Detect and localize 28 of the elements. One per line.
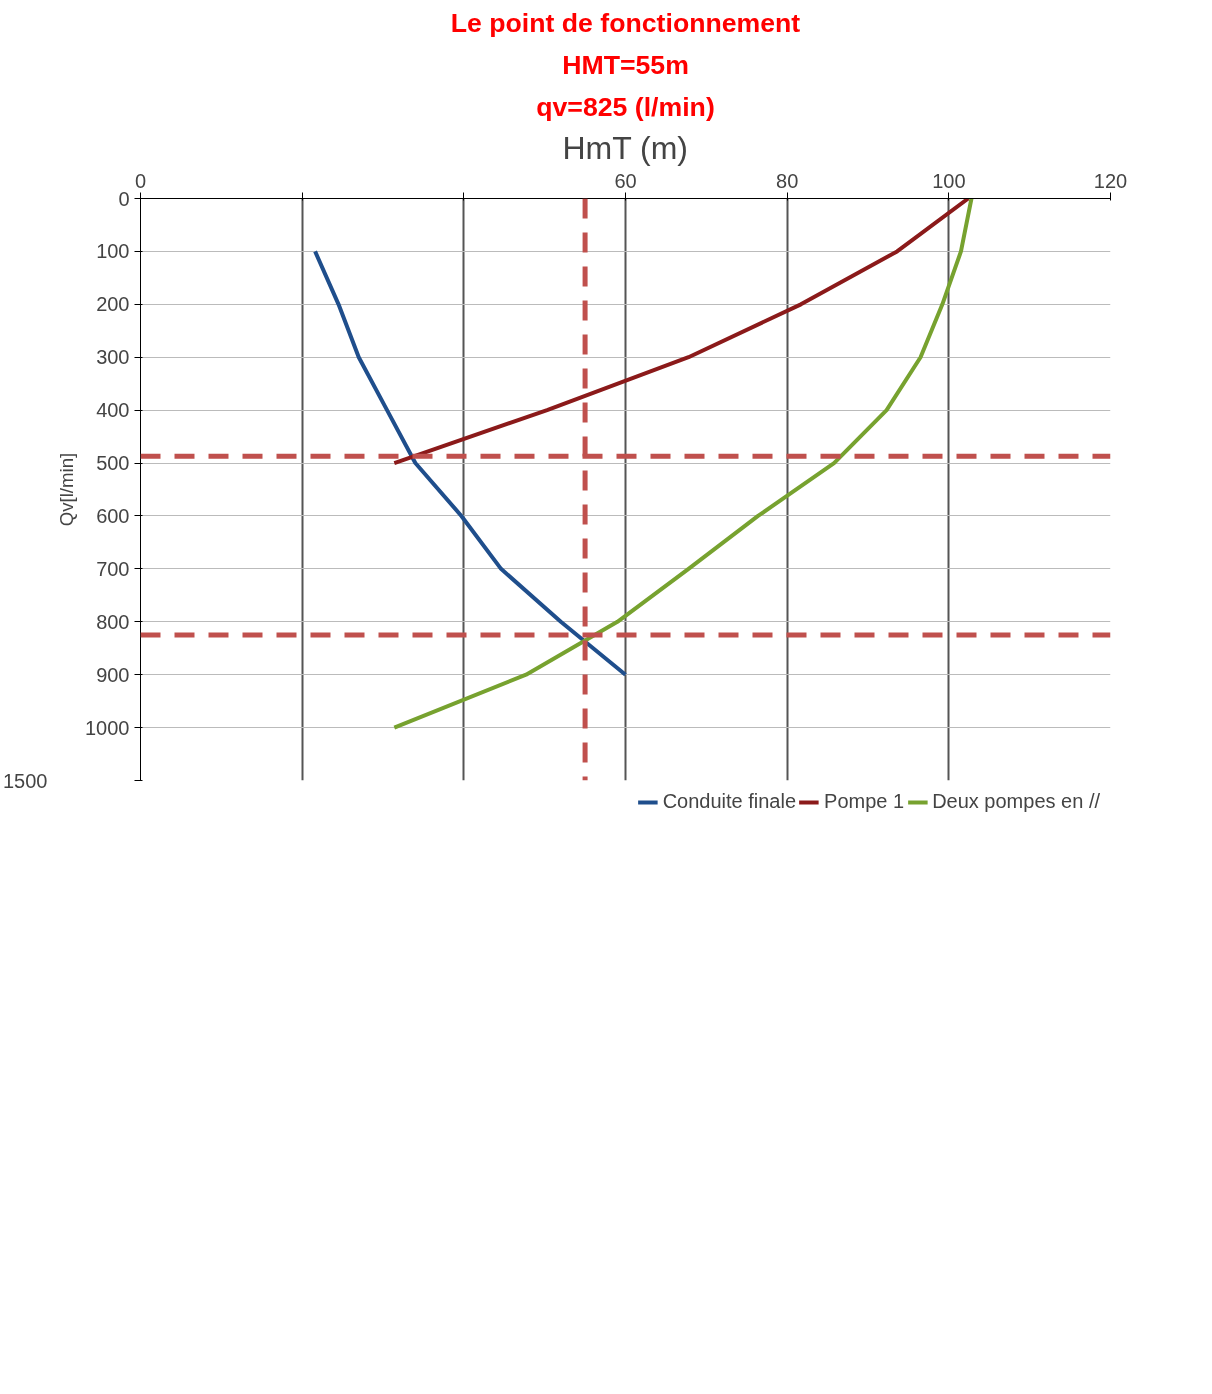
legend-label: Conduite finale — [662, 790, 797, 813]
y-tick-label: 700 — [96, 557, 130, 580]
y-tick-label: 500 — [96, 452, 130, 475]
x-tick-label: 60 — [614, 169, 637, 192]
text: qv=825 (l/min) — [536, 91, 715, 122]
y-axis-title: Qv[l/min] — [56, 452, 78, 527]
line-series — [313, 249, 628, 677]
y-tick-label: 600 — [96, 504, 130, 527]
text: HMT=55m — [562, 49, 689, 80]
x-tick-label: 80 — [776, 169, 799, 192]
y-tick-label: 1000 — [85, 716, 130, 739]
x-axis-title: HmT (m) — [562, 129, 689, 166]
y-tick-label: 400 — [96, 399, 130, 422]
x-tick-label: 120 — [1093, 169, 1128, 192]
text: 1500 — [3, 769, 48, 792]
line-series — [392, 198, 974, 730]
legend-label: Pompe 1 — [824, 790, 905, 813]
legend-label: Deux pompes en // — [932, 790, 1100, 813]
y-tick-label: 0 — [118, 187, 130, 210]
y-tick-label: 200 — [96, 293, 130, 316]
y-tick-label: 800 — [96, 610, 130, 633]
x-tick-label: 0 — [134, 169, 147, 192]
y-tick-label: 900 — [96, 663, 130, 686]
y-tick-label: 300 — [96, 346, 130, 369]
text: Le point de fonctionnement — [450, 7, 801, 38]
x-tick-label: 100 — [932, 169, 966, 192]
line-series — [392, 198, 971, 466]
y-tick-label: 100 — [96, 240, 130, 263]
